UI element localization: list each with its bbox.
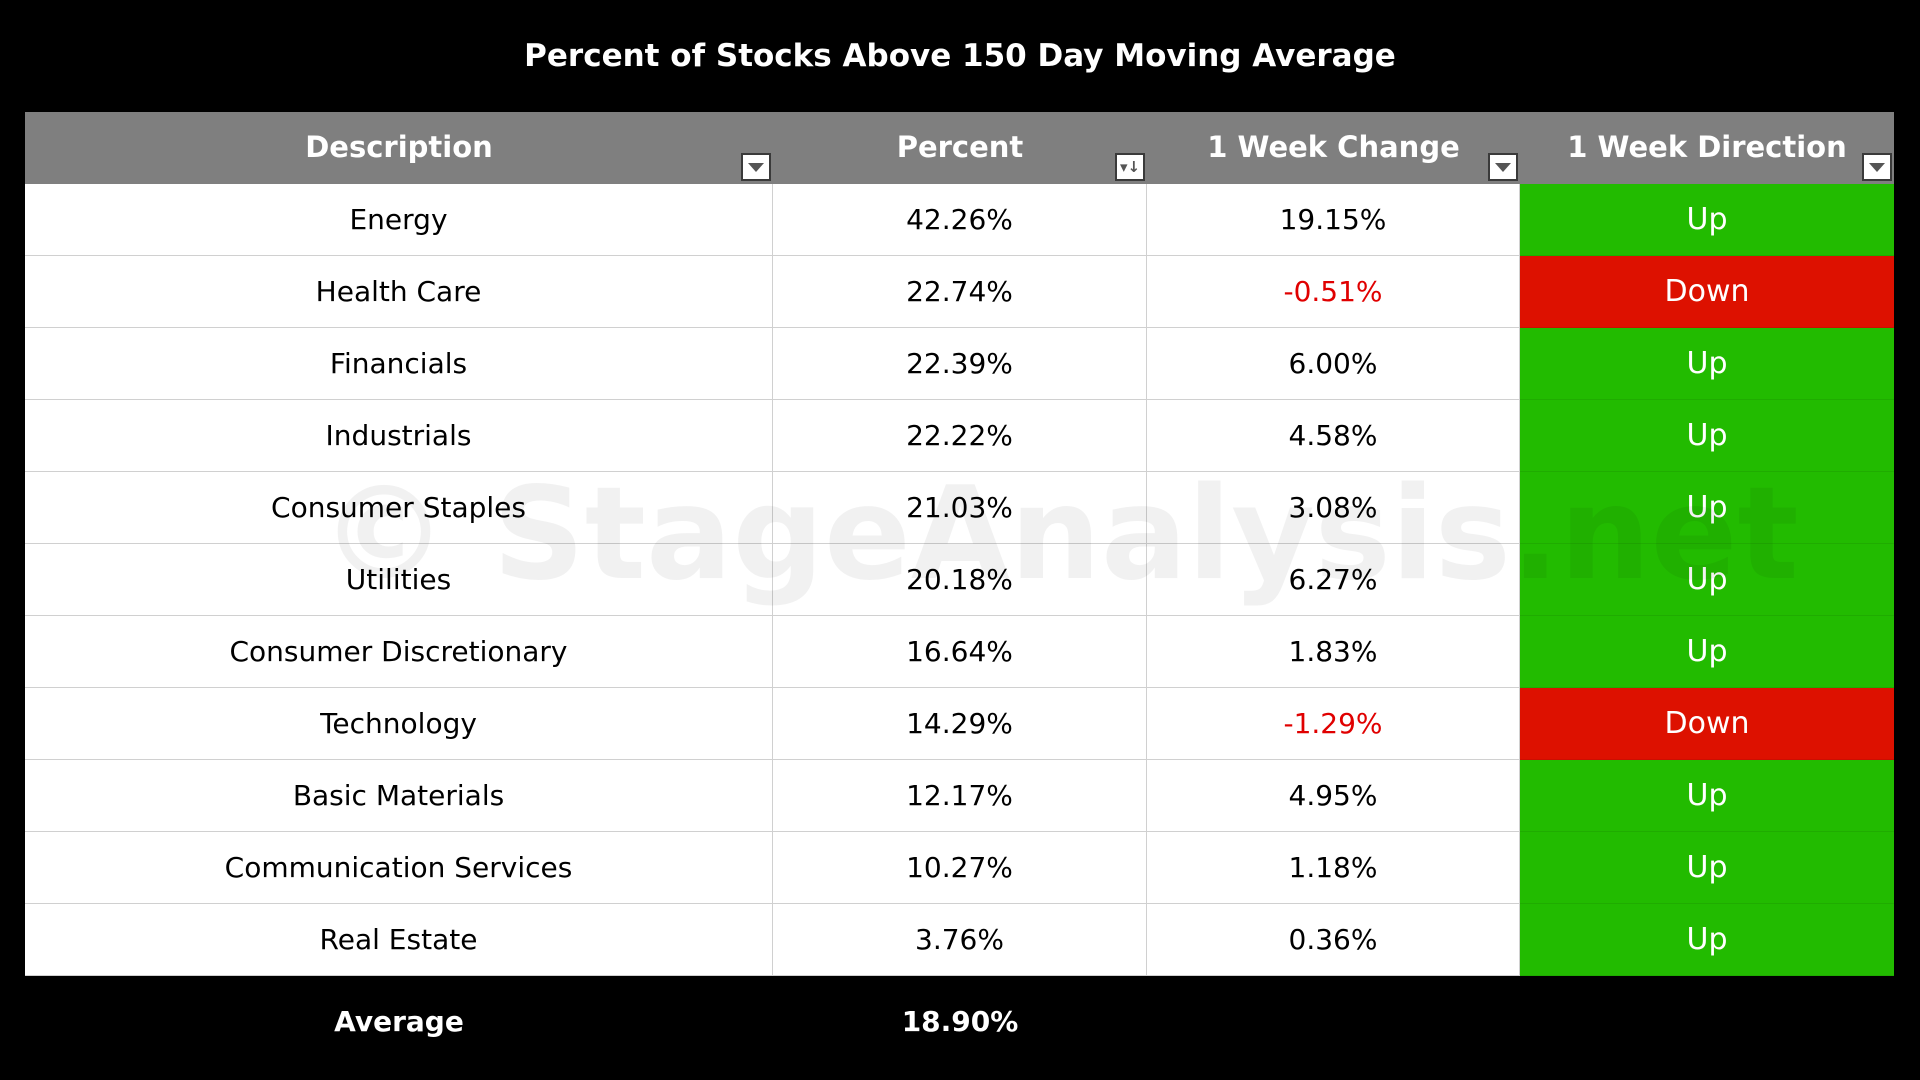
percent-cell: 22.39% (773, 328, 1147, 400)
column-header-label: Percent (896, 129, 1024, 164)
change-cell: 4.58% (1147, 400, 1520, 472)
footer-empty-cell (1147, 976, 1520, 1066)
table-footer-row: Average 18.90% (25, 976, 1894, 1066)
table-body: Energy 42.26% 19.15% Up Health Care 22.74% -0.… (25, 184, 1894, 976)
percent-cell: 22.74% (773, 256, 1147, 328)
direction-cell: Up (1520, 760, 1894, 832)
description-cell: Health Care (25, 256, 773, 328)
filter-dropdown-button[interactable] (741, 153, 771, 181)
change-cell: 6.27% (1147, 544, 1520, 616)
change-cell: 0.36% (1147, 904, 1520, 976)
description-cell: Utilities (25, 544, 773, 616)
column-header-1-week-direction: 1 Week Direction (1520, 112, 1894, 185)
column-header-label: Description (305, 129, 493, 164)
description-cell: Communication Services (25, 832, 773, 904)
column-header-description: Description (25, 112, 773, 185)
description-cell: Technology (25, 688, 773, 760)
description-cell: Consumer Staples (25, 472, 773, 544)
direction-cell: Down (1520, 688, 1894, 760)
description-cell: Consumer Discretionary (25, 616, 773, 688)
filter-dropdown-button[interactable] (1488, 153, 1518, 181)
percent-cell: 12.17% (773, 760, 1147, 832)
column-header-label: 1 Week Change (1207, 129, 1460, 164)
description-cell: Industrials (25, 400, 773, 472)
direction-cell: Up (1520, 616, 1894, 688)
sort-descending-icon: ▾↓ (1119, 157, 1141, 176)
table-row: Basic Materials 12.17% 4.95% Up (25, 760, 1894, 832)
change-cell: 1.18% (1147, 832, 1520, 904)
table-row: Consumer Staples 21.03% 3.08% Up (25, 472, 1894, 544)
average-label: Average (334, 1004, 464, 1038)
table-row: Financials 22.39% 6.00% Up (25, 328, 1894, 400)
percent-cell: 10.27% (773, 832, 1147, 904)
description-cell: Basic Materials (25, 760, 773, 832)
table-row: Health Care 22.74% -0.51% Down (25, 256, 1894, 328)
description-cell: Energy (25, 184, 773, 256)
direction-cell: Up (1520, 544, 1894, 616)
change-cell: -0.51% (1147, 256, 1520, 328)
column-header-percent: Percent ▾↓ (773, 112, 1147, 185)
change-cell: -1.29% (1147, 688, 1520, 760)
percent-cell: 22.22% (773, 400, 1147, 472)
direction-cell: Up (1520, 472, 1894, 544)
change-cell: 4.95% (1147, 760, 1520, 832)
dropdown-arrow-icon (1495, 162, 1511, 172)
percent-cell: 14.29% (773, 688, 1147, 760)
percent-cell: 16.64% (773, 616, 1147, 688)
table-row: Industrials 22.22% 4.58% Up (25, 400, 1894, 472)
direction-cell: Up (1520, 184, 1894, 256)
change-cell: 6.00% (1147, 328, 1520, 400)
change-cell: 1.83% (1147, 616, 1520, 688)
dropdown-arrow-icon (748, 162, 764, 172)
direction-cell: Up (1520, 400, 1894, 472)
change-cell: 3.08% (1147, 472, 1520, 544)
change-cell: 19.15% (1147, 184, 1520, 256)
table-row: Consumer Discretionary 16.64% 1.83% Up (25, 616, 1894, 688)
filter-dropdown-button[interactable] (1862, 153, 1892, 181)
data-table: Description Percent ▾↓ 1 Week Change 1 W… (25, 112, 1894, 1066)
average-value: 18.90% (901, 1004, 1019, 1038)
description-cell: Financials (25, 328, 773, 400)
percent-cell: 21.03% (773, 472, 1147, 544)
dropdown-arrow-icon (1869, 162, 1885, 172)
direction-cell: Up (1520, 328, 1894, 400)
direction-cell: Down (1520, 256, 1894, 328)
description-cell: Real Estate (25, 904, 773, 976)
direction-cell: Up (1520, 832, 1894, 904)
percent-cell: 20.18% (773, 544, 1147, 616)
table-row: Real Estate 3.76% 0.36% Up (25, 904, 1894, 976)
footer-empty-cell (1520, 976, 1894, 1066)
direction-cell: Up (1520, 904, 1894, 976)
table-row: Communication Services 10.27% 1.18% Up (25, 832, 1894, 904)
percent-cell: 42.26% (773, 184, 1147, 256)
table-header-row: Description Percent ▾↓ 1 Week Change 1 W… (25, 112, 1894, 184)
table-row: Utilities 20.18% 6.27% Up (25, 544, 1894, 616)
chart-title: Percent of Stocks Above 150 Day Moving A… (524, 38, 1396, 74)
column-header-label: 1 Week Direction (1567, 129, 1847, 164)
sort-filter-button[interactable]: ▾↓ (1115, 153, 1145, 181)
percent-cell: 3.76% (773, 904, 1147, 976)
table-row: Energy 42.26% 19.15% Up (25, 184, 1894, 256)
table-row: Technology 14.29% -1.29% Down (25, 688, 1894, 760)
column-header-1-week-change: 1 Week Change (1147, 112, 1520, 185)
